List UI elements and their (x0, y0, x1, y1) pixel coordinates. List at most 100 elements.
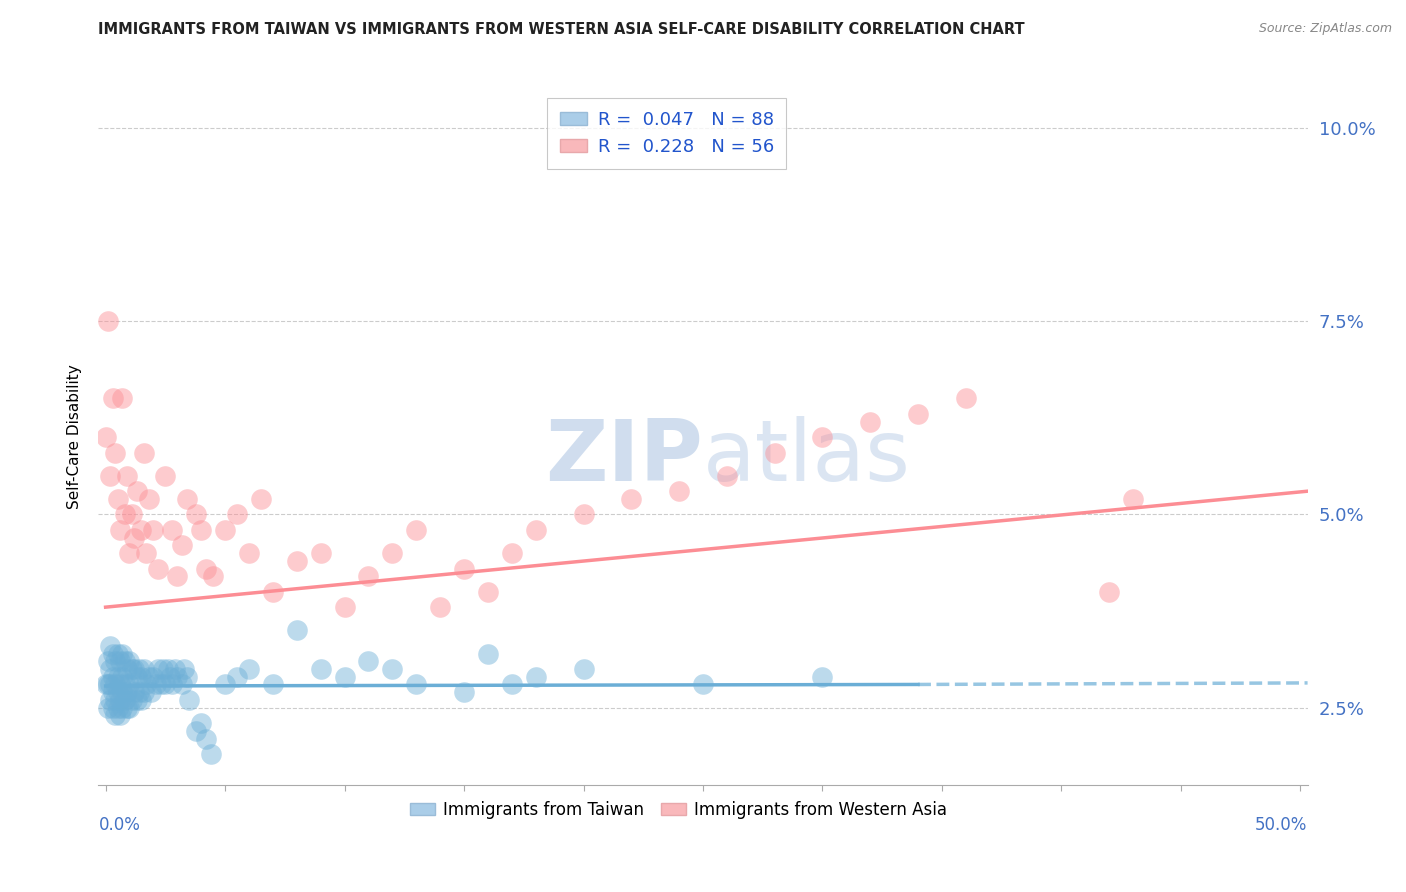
Point (121, 662, 143, 676)
Point (97, 314, 120, 328)
Point (114, 677, 136, 691)
Point (132, 662, 155, 676)
Point (333, 600, 356, 615)
Point (131, 693, 153, 707)
Point (108, 523, 131, 537)
Point (190, 523, 212, 537)
Point (101, 700, 124, 714)
Text: ZIP: ZIP (546, 417, 703, 500)
Point (146, 662, 169, 676)
Point (194, 561, 217, 575)
Point (163, 662, 186, 676)
Point (1122, 491, 1144, 506)
Point (94, 430, 117, 444)
Point (572, 508, 595, 522)
Point (121, 693, 143, 707)
Point (859, 415, 882, 429)
Point (118, 677, 141, 691)
Point (156, 662, 179, 676)
Point (107, 670, 129, 684)
Point (108, 693, 131, 707)
Point (166, 569, 188, 583)
Text: atlas: atlas (703, 417, 911, 500)
Point (104, 654, 127, 668)
Point (145, 677, 167, 691)
Text: Source: ZipAtlas.com: Source: ZipAtlas.com (1258, 22, 1392, 36)
Text: 50.0%: 50.0% (1256, 816, 1308, 834)
Point (132, 685, 155, 699)
Point (131, 670, 153, 684)
Point (94, 677, 117, 691)
Point (97, 654, 120, 668)
Point (155, 468, 177, 483)
Point (572, 662, 595, 676)
Point (118, 654, 141, 668)
Point (381, 662, 404, 676)
Point (152, 662, 174, 676)
Text: IMMIGRANTS FROM TAIWAN VS IMMIGRANTS FROM WESTERN ASIA SELF-CARE DISABILITY CORR: IMMIGRANTS FROM TAIWAN VS IMMIGRANTS FRO… (98, 22, 1025, 37)
Point (453, 685, 475, 699)
Point (668, 484, 690, 499)
Point (98, 677, 121, 691)
Point (122, 685, 145, 699)
Point (200, 747, 222, 761)
Point (763, 445, 786, 459)
Point (132, 445, 155, 459)
Point (333, 670, 356, 684)
Point (101, 647, 124, 661)
Point (107, 685, 129, 699)
Point (111, 685, 134, 699)
Point (176, 491, 198, 506)
Legend: Immigrants from Taiwan, Immigrants from Western Asia: Immigrants from Taiwan, Immigrants from … (404, 794, 955, 825)
Point (101, 392, 124, 406)
Point (162, 523, 184, 537)
Point (122, 531, 145, 545)
Point (108, 677, 131, 691)
Point (128, 662, 150, 676)
Point (104, 445, 127, 459)
Point (121, 508, 143, 522)
Point (114, 693, 136, 707)
Point (309, 546, 332, 560)
Point (122, 662, 145, 676)
Y-axis label: Self-Care Disability: Self-Care Disability (67, 365, 83, 509)
Point (111, 700, 134, 714)
Point (114, 508, 136, 522)
Point (114, 654, 136, 668)
Point (262, 584, 284, 599)
Point (501, 677, 523, 691)
Point (524, 523, 547, 537)
Point (226, 670, 249, 684)
Point (107, 647, 129, 661)
Point (238, 546, 260, 560)
Point (692, 677, 714, 691)
Point (138, 491, 160, 506)
Point (97, 700, 120, 714)
Point (214, 523, 236, 537)
Point (262, 677, 284, 691)
Point (135, 546, 157, 560)
Point (146, 561, 169, 575)
Point (186, 723, 208, 738)
Point (107, 700, 129, 714)
Point (98, 468, 121, 483)
Point (159, 670, 181, 684)
Point (162, 677, 184, 691)
Point (501, 546, 523, 560)
Point (98, 639, 121, 653)
Point (104, 693, 127, 707)
Point (111, 670, 134, 684)
Point (125, 484, 148, 499)
Point (214, 677, 236, 691)
Point (955, 392, 977, 406)
Point (97, 677, 120, 691)
Point (186, 508, 208, 522)
Point (620, 491, 643, 506)
Text: 0.0%: 0.0% (98, 816, 141, 834)
Point (135, 677, 157, 691)
Point (453, 561, 475, 575)
Point (125, 693, 148, 707)
Point (429, 600, 451, 615)
Point (101, 685, 124, 699)
Point (405, 523, 427, 537)
